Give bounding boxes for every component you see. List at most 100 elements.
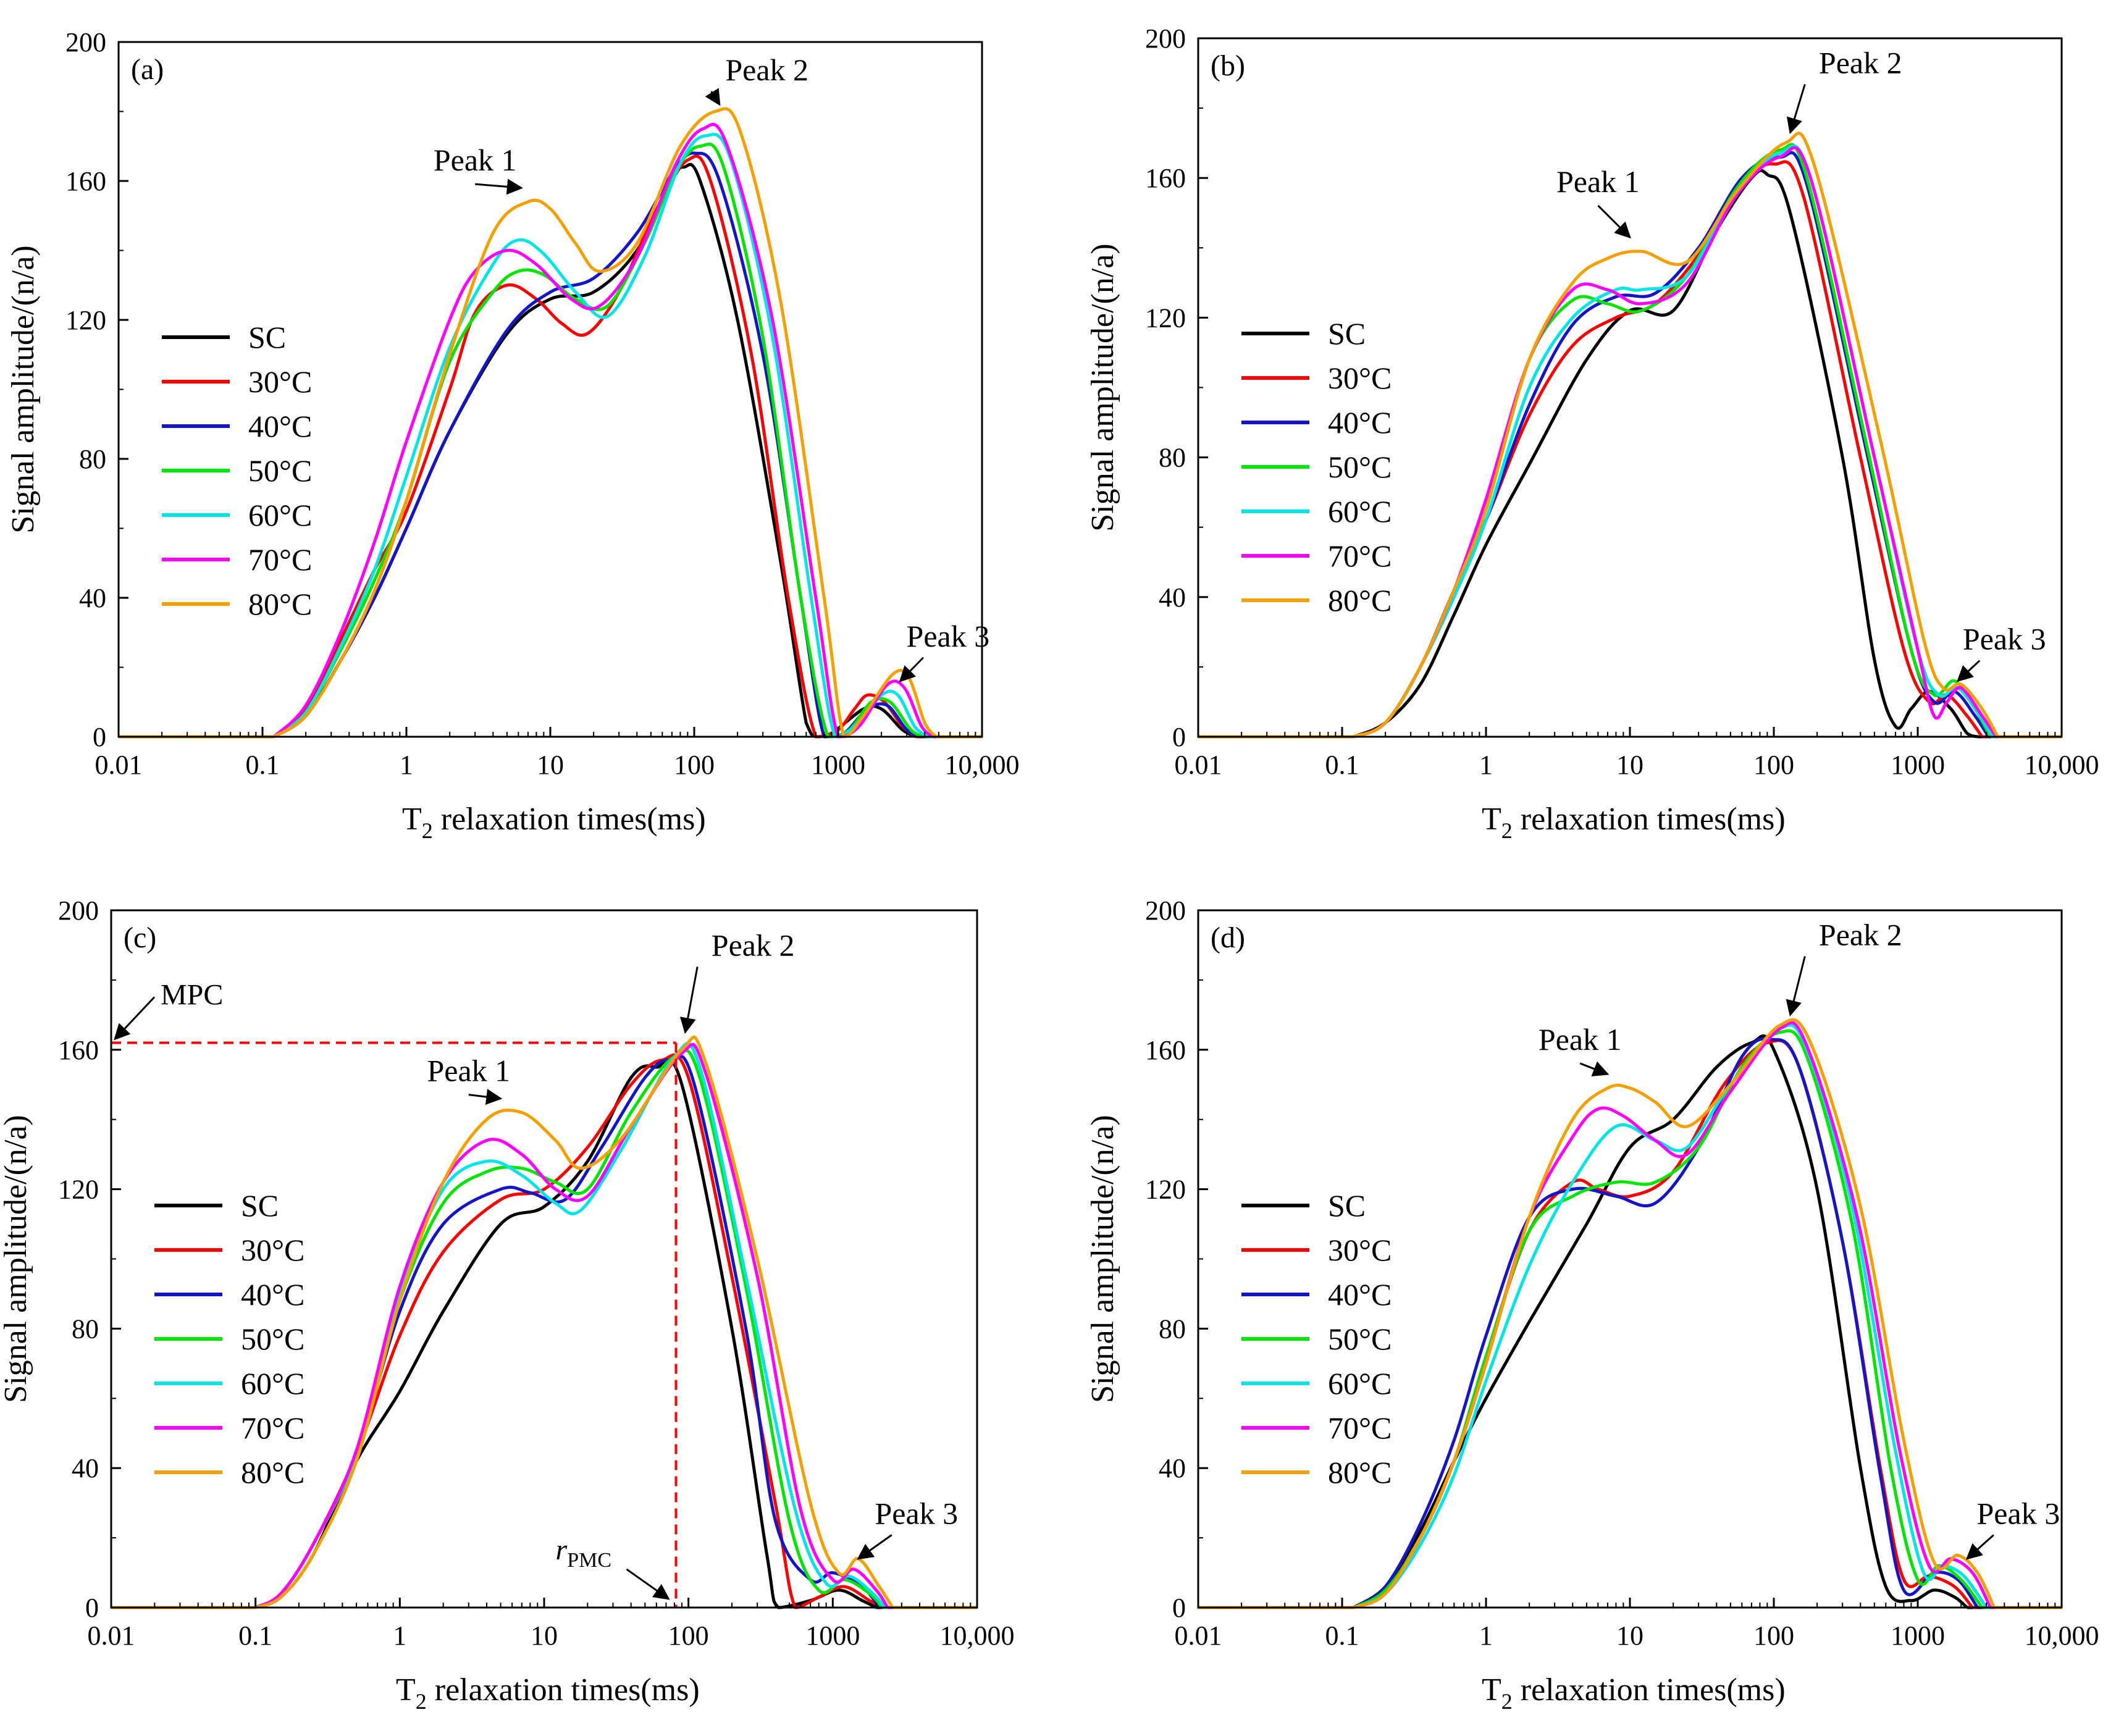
series-line-80°C (254, 1036, 894, 1609)
peak-arrow-1 (475, 178, 523, 195)
peak-label-2: Peak 2 (1819, 917, 1902, 952)
x-tick-label: 1000 (811, 750, 865, 780)
y-tick-label: 40 (1159, 1453, 1186, 1483)
y-tick-label: 200 (1145, 23, 1186, 54)
y-tick-label: 0 (85, 1593, 99, 1623)
x-axis-title-rest: relaxation times(ms) (1513, 802, 1786, 837)
x-tick-label: 0.01 (88, 1621, 135, 1651)
peak-label-2: Peak 2 (725, 52, 808, 87)
x-tick-label: 1000 (1891, 750, 1945, 780)
chart-panel-2: 0.01 0.1 1 10 100 1000 10,000 0 40 80 120 160 200 T2 … (1085, 23, 2099, 843)
legend-label-50°C: 50°C (1328, 1322, 1392, 1356)
legend-label-70°C: 70°C (241, 1411, 304, 1445)
x-tick-label: 1 (400, 750, 413, 780)
x-axis-title-rest: relaxation times(ms) (1513, 1672, 1786, 1708)
x-tick-label: 10 (1616, 750, 1644, 780)
y-tick-label: 0 (93, 722, 106, 752)
chart-panel-1: 0.01 0.1 1 10 100 1000 10,000 0 40 80 120 160 200 T2 … (6, 27, 1020, 843)
y-tick-label: 120 (65, 305, 106, 335)
y-tick-label: 160 (58, 1035, 99, 1065)
y-tick-label: 80 (72, 1314, 99, 1344)
x-axis-title: T2 relaxation times(ms) (1482, 1672, 1786, 1714)
legend-label-30°C: 30°C (241, 1233, 304, 1267)
x-tick-label: 0.1 (1325, 1621, 1359, 1651)
panel-label: (d) (1211, 921, 1245, 954)
peak-label-3: Peak 3 (875, 1496, 958, 1531)
y-tick-label: 40 (72, 1453, 99, 1483)
y-tick-label: 40 (1159, 582, 1186, 613)
y-tick-label: 120 (1145, 1175, 1186, 1205)
legend-label-40°C: 40°C (248, 409, 312, 443)
x-tick-label: 10 (537, 750, 564, 780)
peak-label-3: Peak 3 (1963, 622, 2046, 656)
x-tick-label: 0.1 (1325, 750, 1359, 780)
series-line-80°C (1353, 132, 1999, 739)
x-tick-label: 10,000 (2025, 750, 2099, 780)
legend-label-SC: SC (1328, 1188, 1366, 1223)
series-line-50°C (254, 1049, 884, 1609)
legend-label-60°C: 60°C (1328, 1366, 1392, 1401)
x-tick-label: 10,000 (945, 750, 1020, 780)
y-tick-label: 0 (1172, 1593, 1186, 1623)
peak-arrow-2 (1786, 956, 1806, 1017)
legend-label-50°C: 50°C (1328, 450, 1392, 484)
x-tick-label: 10,000 (940, 1621, 1015, 1651)
mpc-label: MPC (161, 979, 223, 1012)
series-line-30°C (254, 1053, 883, 1609)
legend-label-SC: SC (241, 1188, 279, 1223)
panel-label: (a) (131, 53, 164, 86)
x-tick-label: 100 (1753, 750, 1794, 780)
x-axis-title-sub: 2 (422, 818, 433, 843)
chart-panel-4: 0.01 0.1 1 10 100 1000 10,000 0 40 80 120 160 200 T2 … (1085, 895, 2099, 1714)
y-tick-label: 40 (79, 583, 106, 613)
x-axis-title-sub: 2 (1501, 1689, 1513, 1714)
legend-label-50°C: 50°C (241, 1322, 304, 1356)
series-line-50°C (1353, 143, 1992, 739)
x-axis-title: T2 relaxation times(ms) (402, 802, 706, 843)
x-tick-label: 0.01 (1175, 1621, 1222, 1651)
legend-label-80°C: 80°C (1328, 583, 1392, 618)
peak-arrow-2 (1786, 84, 1806, 135)
series-line-70°C (1353, 1021, 1992, 1609)
legend-label-80°C: 80°C (241, 1455, 304, 1490)
y-tick-label: 200 (58, 895, 99, 926)
peak-arrow-3 (857, 1534, 892, 1560)
y-tick-label: 200 (1145, 895, 1186, 926)
peak-arrow-3 (1965, 1534, 1994, 1560)
x-tick-label: 1 (1479, 750, 1493, 780)
x-axis-title-sub: 2 (1501, 818, 1513, 843)
rpmc-label: rPMC (556, 1533, 612, 1572)
legend-label-30°C: 30°C (1328, 361, 1392, 395)
x-axis-title-rest: relaxation times(ms) (427, 1672, 700, 1708)
peak-label-1: Peak 1 (1556, 164, 1640, 199)
mpc-arrow (114, 996, 156, 1041)
y-axis-title: Signal amplitude/(n/a) (6, 245, 41, 533)
x-tick-label: 100 (668, 1621, 709, 1651)
series-line-40°C (254, 1054, 881, 1609)
legend-label-SC: SC (1328, 316, 1366, 351)
peak-label-3: Peak 3 (907, 619, 990, 653)
legend-label-70°C: 70°C (1328, 539, 1392, 573)
peak-arrow-2 (679, 967, 699, 1034)
legend-label-40°C: 40°C (241, 1277, 304, 1312)
x-tick-label: 0.01 (1175, 750, 1222, 780)
x-axis-title: T2 relaxation times(ms) (1482, 802, 1786, 843)
peak-label-2: Peak 2 (712, 928, 795, 962)
rpmc-subscript: PMC (567, 1549, 611, 1572)
x-tick-label: 1 (1479, 1621, 1493, 1651)
legend-label-40°C: 40°C (1328, 405, 1392, 440)
panel-label: (b) (1211, 49, 1245, 82)
peak-arrow-1 (1597, 204, 1631, 239)
y-axis-title: Signal amplitude/(n/a) (0, 1115, 33, 1403)
series-line-SC (1353, 1034, 1968, 1609)
series-line-70°C (254, 1042, 889, 1609)
series-line-60°C (1353, 144, 1994, 739)
chart-panel-3: MPC rPMC 0.01 0.1 1 10 100 1000 10,000 0 40 80 120 16… (0, 895, 1015, 1714)
legend-label-SC: SC (248, 320, 286, 354)
x-tick-label: 10 (531, 1621, 558, 1651)
legend-label-80°C: 80°C (248, 587, 312, 621)
y-tick-label: 120 (58, 1175, 99, 1205)
legend-label-30°C: 30°C (248, 364, 312, 399)
peak-label-1: Peak 1 (434, 143, 517, 177)
